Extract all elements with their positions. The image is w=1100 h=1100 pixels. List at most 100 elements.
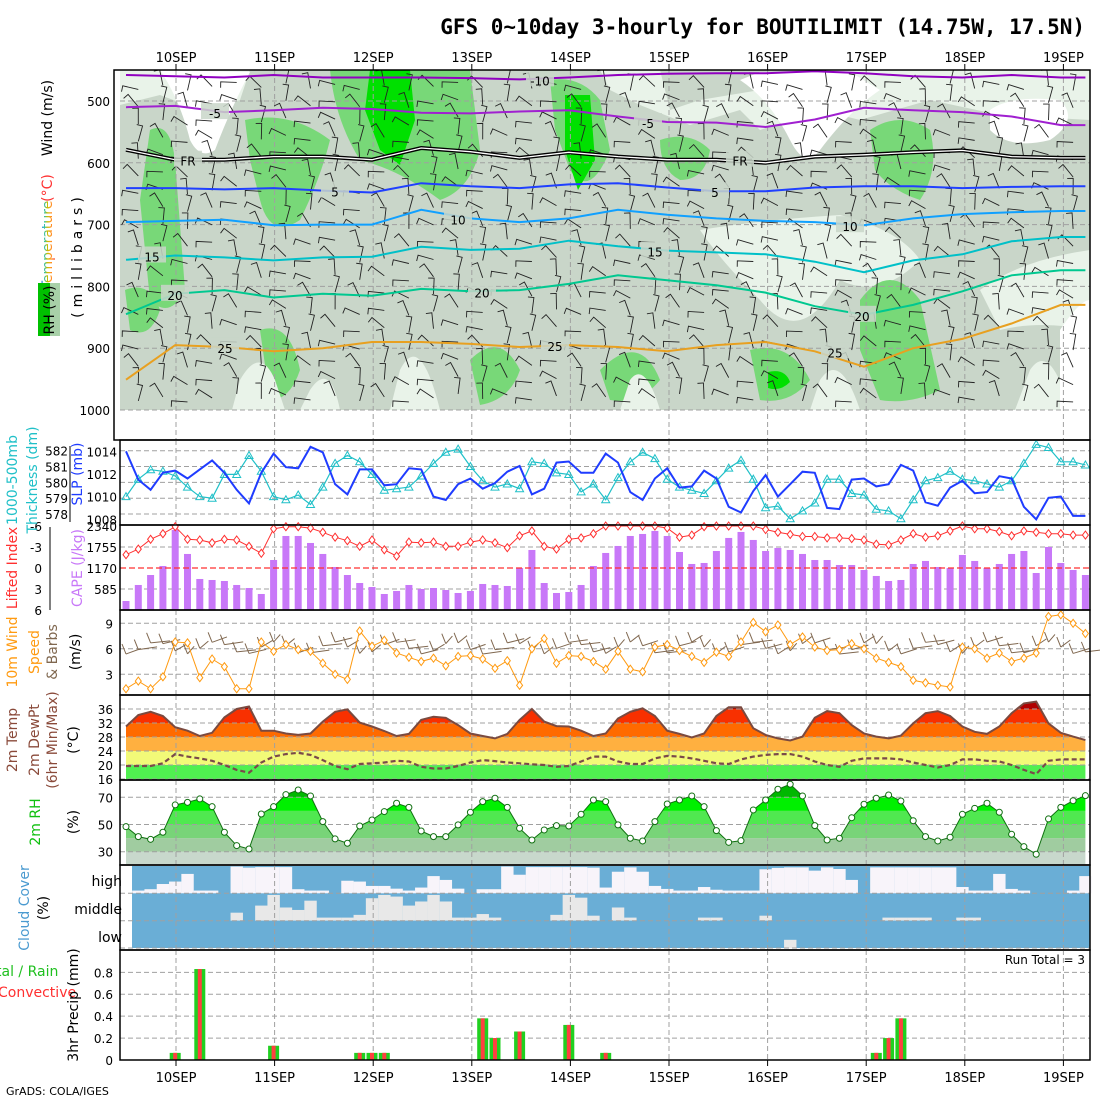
wind-barb bbox=[158, 103, 166, 121]
thickness-point bbox=[1019, 458, 1029, 467]
wind-barb bbox=[440, 93, 459, 101]
cloud-row-high: high bbox=[91, 874, 122, 890]
wind-barb bbox=[219, 94, 237, 101]
rh-band bbox=[126, 810, 1086, 825]
wind-barb bbox=[600, 363, 608, 380]
wind-barb bbox=[441, 227, 459, 239]
wind-barb bbox=[146, 265, 164, 277]
precip-convective-bar bbox=[173, 1052, 178, 1060]
wind-barb bbox=[149, 122, 164, 138]
wind-speed-point bbox=[798, 632, 807, 642]
wind-barb bbox=[293, 137, 311, 145]
wind-barb bbox=[627, 315, 634, 333]
wind-barb bbox=[254, 347, 262, 365]
wind-barb bbox=[539, 370, 557, 380]
wind-barb bbox=[255, 382, 262, 399]
thickness-point bbox=[145, 464, 156, 474]
rh-point bbox=[971, 804, 979, 812]
wind-barb bbox=[638, 334, 656, 347]
wind-barb bbox=[285, 70, 290, 84]
wind-barb bbox=[871, 633, 884, 644]
li-point bbox=[651, 521, 659, 531]
wind-barb bbox=[908, 200, 926, 209]
rh-band bbox=[126, 784, 1086, 798]
wind-barb bbox=[946, 83, 953, 101]
wind-barb bbox=[776, 274, 783, 293]
wind-speed-point bbox=[294, 644, 302, 655]
wind-units-label: (m/s) bbox=[68, 634, 84, 671]
wind-barb bbox=[675, 117, 683, 135]
cloud-middle-bar bbox=[894, 917, 908, 921]
slp-label: SLP (mb) bbox=[70, 442, 86, 505]
wind-barb bbox=[970, 636, 985, 648]
top-date-label: 14SEP bbox=[550, 51, 591, 66]
cloud-high-bar bbox=[525, 867, 539, 894]
cape-bar bbox=[454, 592, 462, 610]
thickness-point bbox=[588, 478, 599, 488]
wind-barb bbox=[306, 192, 313, 210]
li-point bbox=[995, 526, 1003, 537]
thickness-point bbox=[711, 475, 722, 485]
wind-barb bbox=[862, 262, 877, 278]
wind-barb bbox=[637, 254, 656, 261]
wind-barb bbox=[232, 117, 239, 135]
cloud-high-bar bbox=[267, 867, 280, 894]
cloud-high-bar bbox=[132, 890, 145, 894]
cape-bar bbox=[442, 590, 450, 610]
wind-speed-point bbox=[442, 660, 450, 671]
wind-barb bbox=[785, 190, 803, 198]
li-point bbox=[848, 533, 856, 544]
wind-speed-point bbox=[269, 646, 278, 657]
wind-barb bbox=[736, 396, 754, 404]
wind-barb bbox=[466, 189, 483, 197]
wind-barb bbox=[866, 139, 877, 156]
wind-barb bbox=[318, 635, 343, 647]
li-point bbox=[491, 537, 499, 548]
thickness-point bbox=[809, 497, 820, 507]
cape-bar bbox=[356, 583, 364, 610]
rh-point bbox=[220, 828, 228, 836]
rh-point bbox=[639, 837, 647, 845]
wind-speed-point bbox=[159, 672, 167, 682]
wind-barb bbox=[819, 328, 828, 346]
isotherm-label-bg bbox=[211, 337, 239, 354]
cloud-high-bar bbox=[1066, 890, 1080, 894]
isotherm-label-bg bbox=[138, 246, 166, 263]
isotherm-line bbox=[125, 208, 1086, 227]
thickness-point bbox=[1068, 456, 1078, 466]
wind-barb bbox=[441, 81, 459, 88]
wind-barb bbox=[392, 400, 409, 407]
wind-barb bbox=[268, 299, 287, 309]
wind-barb bbox=[982, 340, 1000, 348]
wind-barb bbox=[576, 634, 601, 646]
wind-barb bbox=[382, 345, 389, 363]
cape-bar bbox=[1020, 550, 1028, 610]
wind-speed-point bbox=[848, 638, 856, 649]
isotherm-label: 15 bbox=[647, 246, 662, 260]
thickness-point bbox=[699, 488, 709, 497]
li-point bbox=[466, 537, 475, 547]
wind-barb bbox=[419, 263, 434, 278]
wind-barb bbox=[982, 221, 1000, 229]
thickness-point bbox=[932, 472, 943, 482]
wind-barb bbox=[342, 84, 360, 92]
li-point bbox=[417, 537, 425, 548]
wind-barb bbox=[1031, 170, 1049, 178]
wind-barb bbox=[416, 643, 439, 655]
cloud-high-bar bbox=[230, 866, 243, 894]
cloud-high-bar bbox=[365, 885, 379, 894]
isotherm-line bbox=[125, 104, 1086, 129]
rh-point bbox=[307, 792, 314, 800]
wind-barb bbox=[306, 296, 313, 314]
rh-point bbox=[565, 822, 573, 830]
rh-point bbox=[257, 810, 265, 818]
thickness-line bbox=[125, 443, 1086, 520]
wind-barb bbox=[397, 299, 410, 316]
rh-point bbox=[147, 835, 155, 843]
thickness-point bbox=[785, 513, 796, 523]
wind-barb bbox=[575, 107, 583, 125]
cape-tick-label: 1170 bbox=[86, 562, 117, 576]
li-point bbox=[552, 544, 561, 554]
wind-barb bbox=[456, 134, 463, 152]
wind-barb bbox=[982, 100, 1000, 107]
